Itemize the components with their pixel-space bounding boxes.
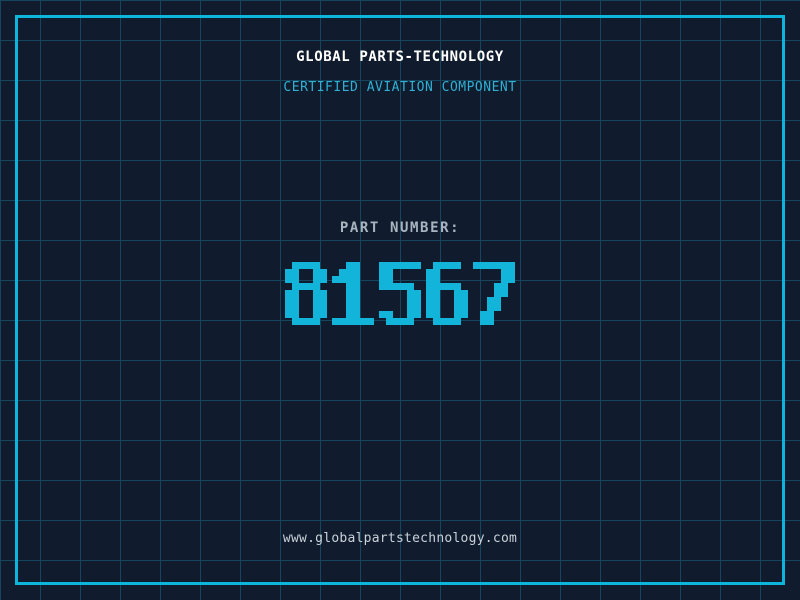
brand-subtitle: CERTIFIED AVIATION COMPONENT	[283, 80, 517, 95]
part-number-digit	[332, 262, 374, 325]
part-number-display	[0, 262, 800, 325]
part-number-digit	[473, 262, 515, 325]
footer-url: www.globalpartstechnology.com	[282, 531, 518, 546]
part-number-digit	[379, 262, 421, 325]
brand-title: GLOBAL PARTS-TECHNOLOGY	[296, 49, 504, 65]
part-number-digit	[285, 262, 327, 325]
part-number-label: PART NUMBER:	[339, 220, 461, 236]
part-number-digit	[426, 262, 468, 325]
